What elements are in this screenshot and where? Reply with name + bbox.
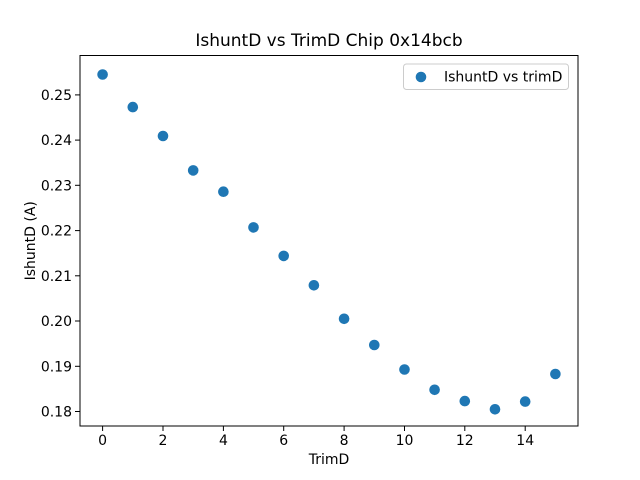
- y-tick-label: 0.22: [41, 224, 72, 240]
- data-point: [97, 69, 108, 80]
- data-point: [369, 339, 380, 351]
- y-tick-label: 0.18: [41, 405, 72, 421]
- x-tick-label: 4: [219, 433, 228, 449]
- x-axis: 0 2 4 6 8 10 12 14: [98, 426, 534, 449]
- data-point: [278, 250, 290, 262]
- y-axis: 0.18 0.19 0.20 0.21 0.22 0.23 0.24 0.25: [41, 88, 80, 421]
- legend-marker-icon: [415, 71, 427, 83]
- y-tick-label: 0.25: [41, 88, 72, 104]
- data-point: [519, 396, 531, 407]
- legend-frame: [403, 63, 569, 90]
- legend: IshuntD vs trimD: [403, 63, 569, 90]
- data-point: [550, 368, 561, 380]
- x-tick-label: 12: [456, 433, 474, 449]
- x-tick-label: 2: [159, 433, 168, 449]
- x-axis-label: TrimD: [308, 452, 350, 468]
- y-tick-label: 0.23: [41, 178, 72, 194]
- data-point: [127, 101, 139, 113]
- y-tick-label: 0.19: [41, 359, 72, 375]
- y-tick-label: 0.21: [41, 269, 72, 285]
- legend-label: IshuntD vs trimD: [444, 70, 562, 86]
- y-tick-label: 0.24: [41, 133, 72, 149]
- data-point: [338, 313, 350, 325]
- data-point: [248, 222, 259, 233]
- chart-title: IshuntD vs TrimD Chip 0x14bcb: [195, 31, 462, 51]
- x-tick-label: 6: [279, 433, 288, 449]
- axes-frame: [79, 55, 579, 427]
- x-tick-label: 10: [396, 433, 414, 449]
- data-point: [399, 364, 410, 375]
- y-tick-label: 0.20: [41, 314, 72, 330]
- data-point: [157, 130, 169, 142]
- data-point: [459, 395, 471, 407]
- data-point: [187, 165, 199, 176]
- y-axis-label: IshuntD (A): [23, 201, 39, 280]
- data-point: [429, 384, 440, 396]
- data-point: [218, 186, 229, 197]
- data-point: [308, 280, 320, 291]
- x-tick-label: 8: [340, 433, 349, 449]
- x-tick-label: 14: [516, 433, 534, 449]
- x-tick-label: 0: [98, 433, 107, 449]
- data-point: [489, 404, 501, 415]
- scatter-series: [97, 69, 561, 415]
